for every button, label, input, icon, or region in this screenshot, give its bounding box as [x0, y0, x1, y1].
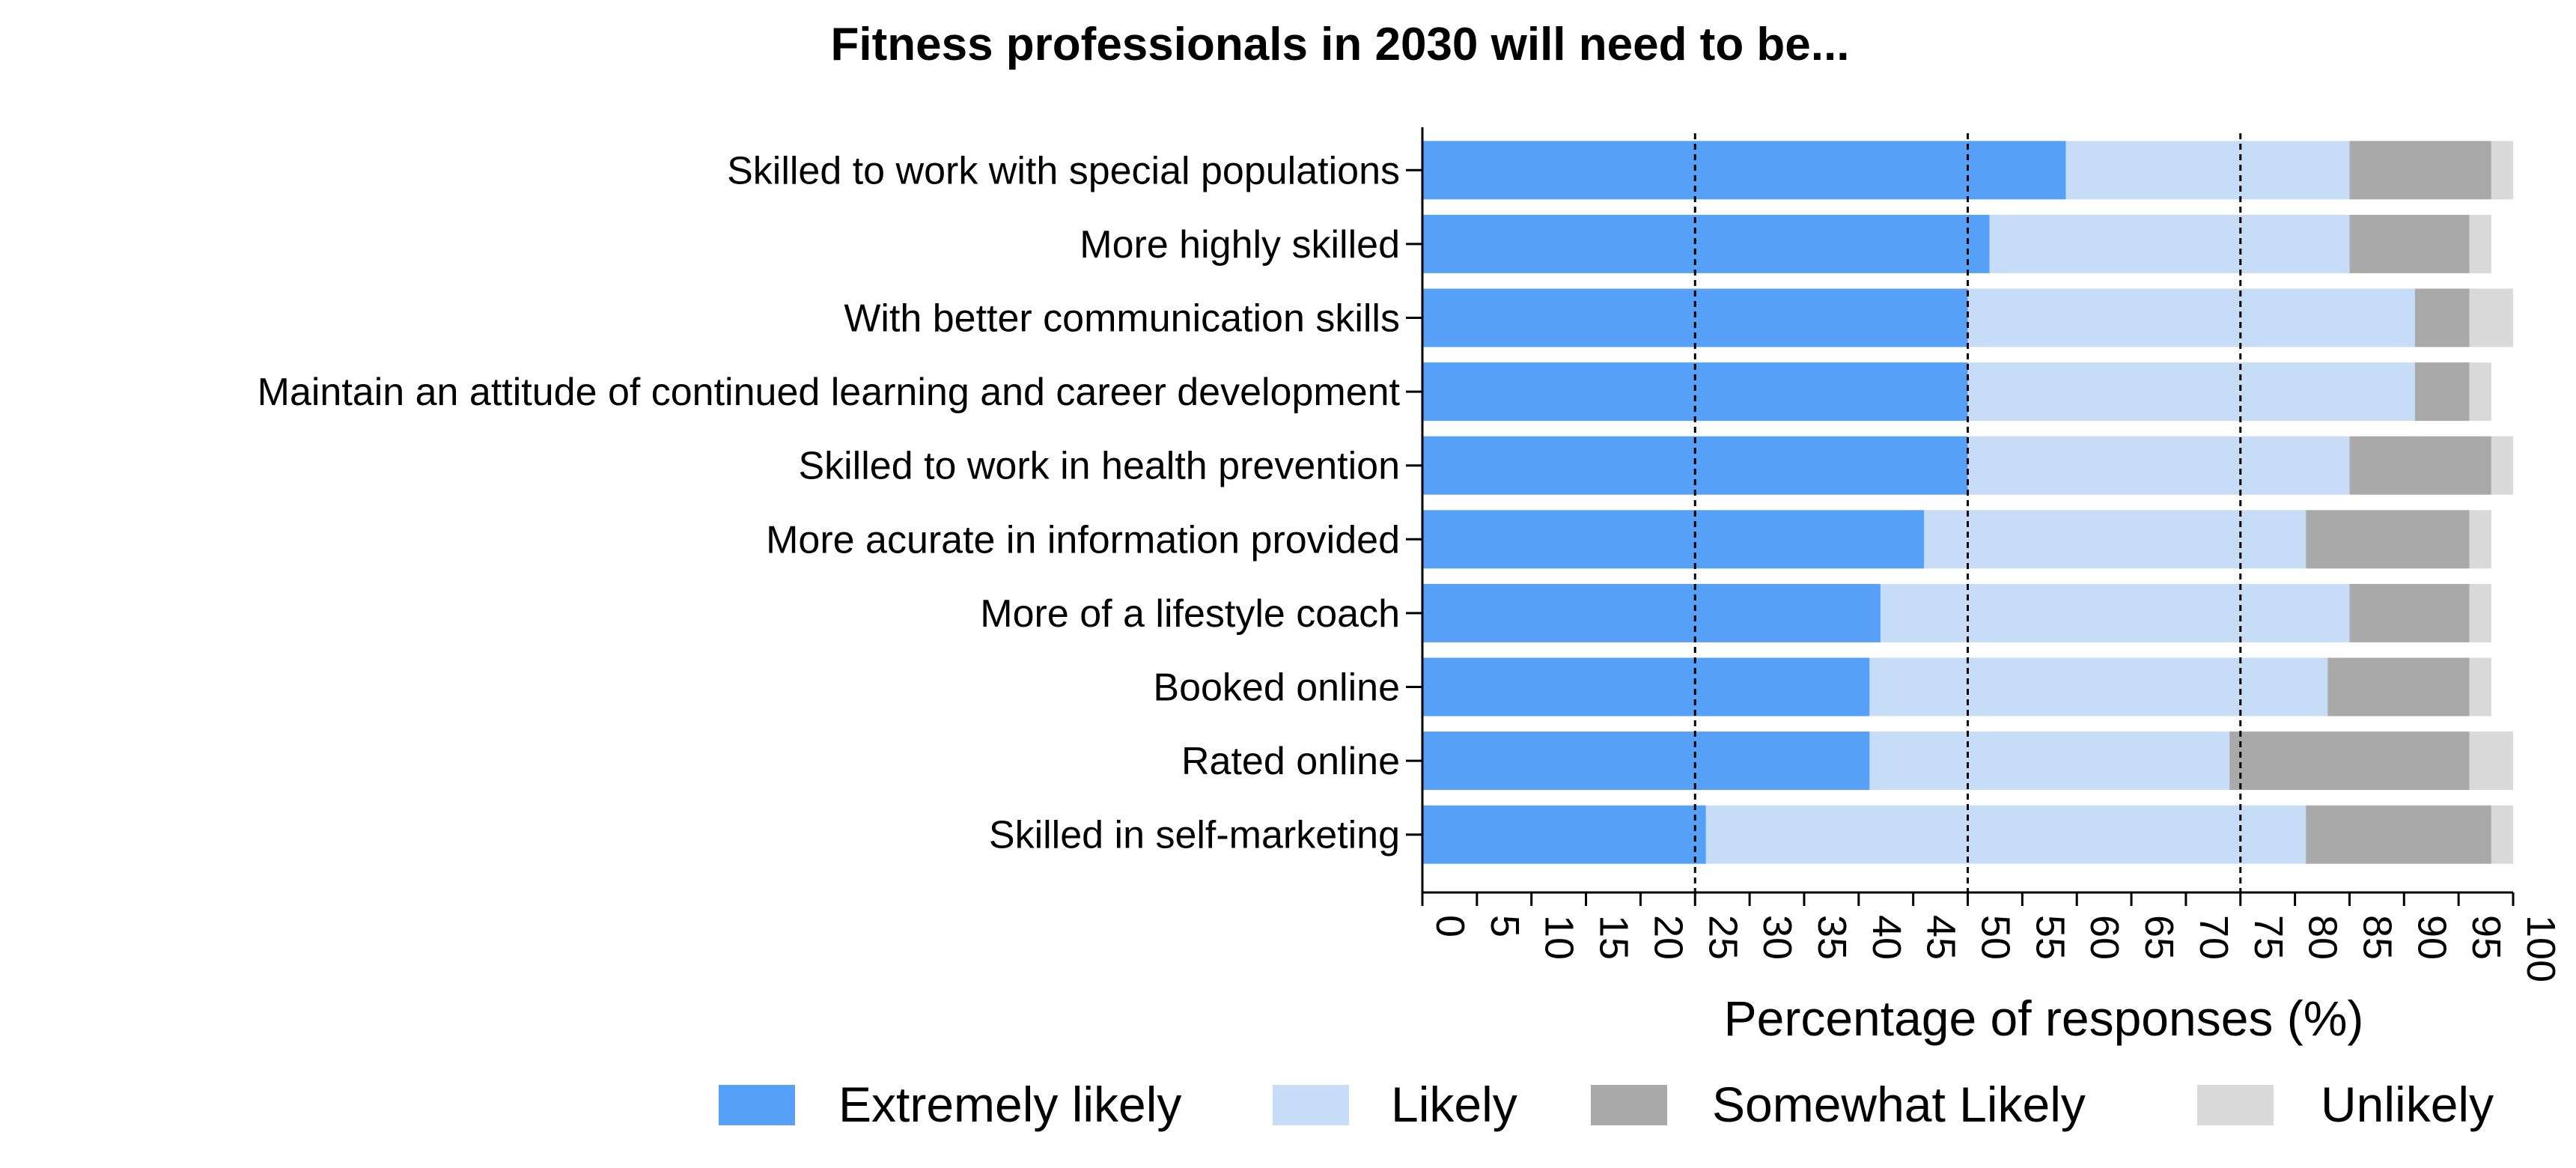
x-tick-label-75: 75 [2246, 915, 2291, 960]
x-tick-label-20: 20 [1645, 915, 1690, 960]
x-tick-label-25: 25 [1700, 915, 1745, 960]
x-axis-label: Percentage of responses (%) [1724, 991, 2364, 1046]
bar-segment-3-3 [2414, 288, 2470, 347]
bar-segment-9-2 [1869, 731, 2230, 791]
x-tick-label-70: 70 [2191, 915, 2236, 960]
x-tick-label-100: 100 [2518, 915, 2563, 982]
legend-label-3: Somewhat Likely [1712, 1077, 2086, 1132]
axes [1406, 127, 2515, 906]
bar-segment-6-3 [2306, 510, 2470, 569]
category-label-8: Booked online [1153, 666, 1400, 710]
category-label-6: More acurate in information provided [766, 518, 1400, 562]
x-tick-label-30: 30 [1755, 915, 1800, 960]
bar-segment-1-4 [2491, 141, 2513, 200]
category-label-1: Skilled to work with special populations [727, 149, 1400, 192]
bar-segment-5-4 [2491, 436, 2513, 495]
bar-segment-2-4 [2469, 214, 2491, 273]
bar-segment-7-4 [2469, 583, 2491, 642]
x-tick-label-45: 45 [1919, 915, 1964, 960]
bar-segment-7-3 [2349, 583, 2470, 642]
x-tick-label-65: 65 [2137, 915, 2181, 960]
category-label-4: Maintain an attitude of continued learni… [258, 371, 1401, 414]
bar-segment-4-3 [2414, 362, 2470, 422]
x-tick-label-15: 15 [1592, 915, 1636, 960]
bar-segment-1-2 [2065, 141, 2350, 200]
x-tick-label-80: 80 [2301, 915, 2345, 960]
legend-swatch-1 [719, 1085, 795, 1125]
bar-segment-9-1 [1422, 731, 1870, 791]
x-tick-label-35: 35 [1809, 915, 1854, 960]
category-label-3: With better communication skills [844, 297, 1400, 341]
bar-segment-7-2 [1880, 583, 2350, 642]
bar-segment-7-1 [1422, 583, 1881, 642]
bar-segment-6-2 [1924, 510, 2306, 569]
bar-segment-2-1 [1422, 214, 1990, 273]
bar-segment-6-4 [2469, 510, 2491, 569]
reference-lines [1693, 133, 2242, 892]
bar-segment-10-2 [1705, 805, 2306, 864]
legend-label-2: Likely [1391, 1077, 1517, 1132]
x-tick-labels: 0 5 10 15 20 25 30 35 40 45 50 55 60 65 70 75 80 85 90 95 10… [1428, 915, 2563, 982]
category-label-10: Skilled in self-marketing [989, 814, 1400, 857]
legend-swatch-2 [1273, 1085, 1349, 1125]
bar-segment-10-4 [2491, 805, 2513, 864]
bar-segment-2-2 [1989, 214, 2350, 273]
chart-title: Fitness professionals in 2030 will need … [831, 19, 1850, 70]
bar-segment-8-3 [2327, 657, 2470, 717]
bar-segment-8-1 [1422, 657, 1870, 717]
x-tick-label-90: 90 [2409, 915, 2454, 960]
x-tick-label-85: 85 [2354, 915, 2399, 960]
bar-segment-4-1 [1422, 362, 1968, 422]
legend-label-1: Extremely likely [838, 1077, 1181, 1132]
category-label-7: More of a lifestyle coach [980, 592, 1400, 636]
category-label-9: Rated online [1181, 740, 1400, 783]
bar-segment-1-1 [1422, 141, 2066, 200]
bar-segment-8-2 [1869, 657, 2328, 717]
bar-segment-8-4 [2469, 657, 2491, 717]
bar-segment-3-2 [1967, 288, 2415, 347]
bar-segment-10-3 [2306, 805, 2491, 864]
bar-segment-4-4 [2469, 362, 2491, 422]
x-tick-label-0: 0 [1428, 915, 1473, 937]
legend-swatch-3 [1591, 1085, 1667, 1125]
x-tick-label-50: 50 [1973, 915, 2018, 960]
x-tick-label-95: 95 [2464, 915, 2509, 960]
bar-segment-5-2 [1967, 436, 2350, 495]
bar-segment-2-3 [2349, 214, 2470, 273]
bar-segment-9-3 [2229, 731, 2470, 791]
x-tick-label-40: 40 [1864, 915, 1909, 960]
x-tick-label-5: 5 [1482, 915, 1527, 937]
legend: Extremely likely Likely Somewhat Likely Unl… [719, 1077, 2494, 1132]
legend-swatch-4 [2197, 1085, 2274, 1125]
bar-segment-4-2 [1967, 362, 2415, 422]
bar-segment-9-4 [2469, 731, 2513, 791]
bar-segment-3-4 [2469, 288, 2513, 347]
bar-segment-1-3 [2349, 141, 2491, 200]
x-tick-label-10: 10 [1537, 915, 1582, 960]
category-label-5: Skilled to work in health prevention [798, 445, 1400, 488]
legend-label-4: Unlikely [2321, 1077, 2494, 1132]
x-tick-label-55: 55 [2027, 915, 2072, 960]
bar-segment-5-3 [2349, 436, 2491, 495]
x-tick-label-60: 60 [2082, 915, 2127, 960]
category-labels: Skilled to work with special populations… [258, 149, 1401, 857]
bar-segment-5-1 [1422, 436, 1968, 495]
bar-segment-6-1 [1422, 510, 1925, 569]
bar-segment-10-1 [1422, 805, 1706, 864]
category-label-2: More highly skilled [1080, 223, 1400, 267]
